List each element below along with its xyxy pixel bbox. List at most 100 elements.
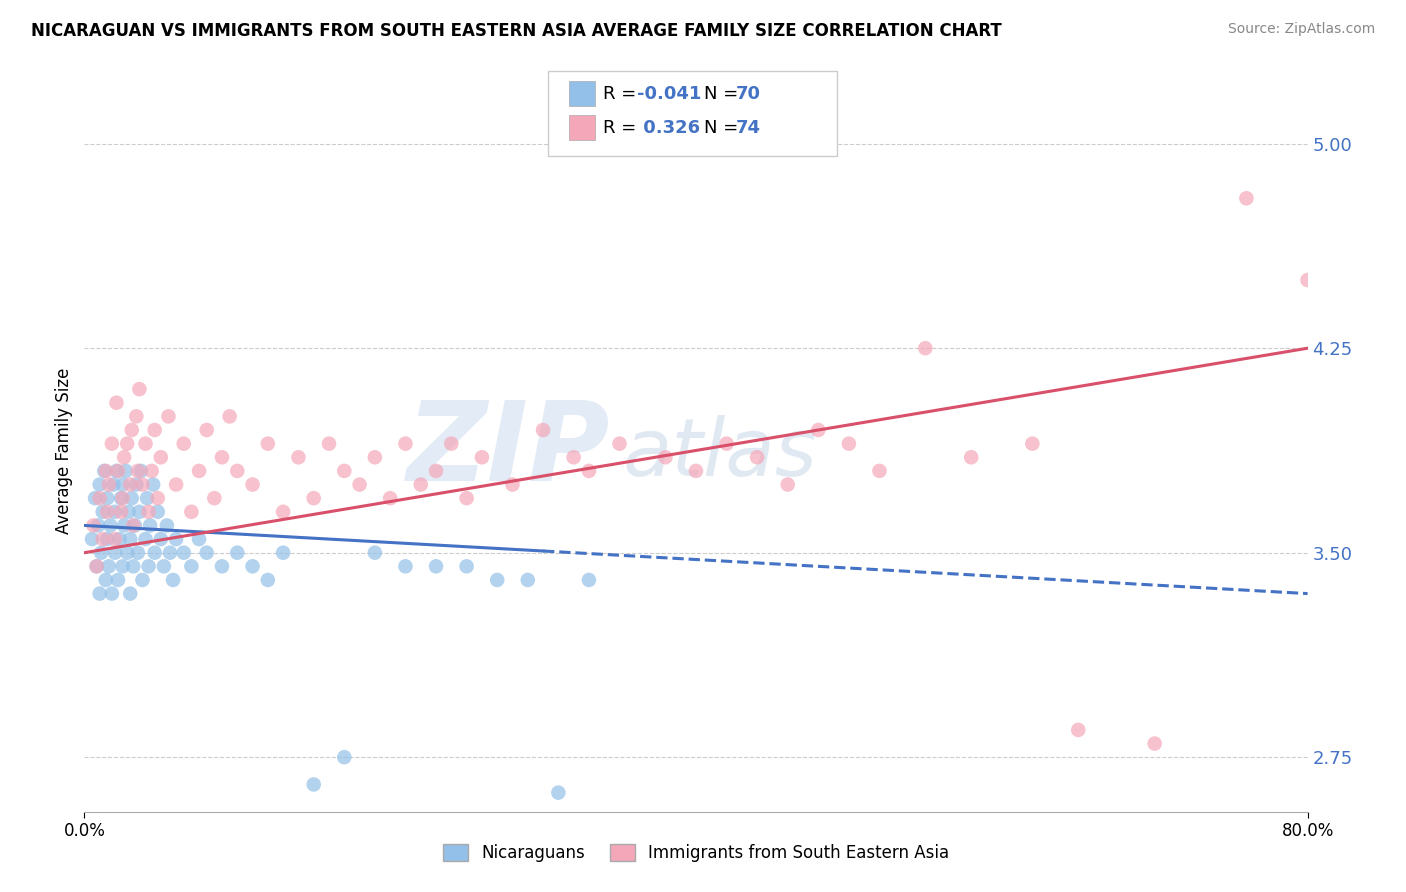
Point (91, 532, 114, 546)
Point (127, 464, 149, 478)
Point (120, 477, 142, 491)
Point (456, 559, 478, 574)
Text: Source: ZipAtlas.com: Source: ZipAtlas.com (1227, 22, 1375, 37)
Point (107, 573, 129, 587)
Point (89, 477, 111, 491)
Point (547, 786, 569, 800)
Text: N =: N = (704, 85, 744, 103)
Point (173, 546, 195, 560)
Point (141, 464, 163, 478)
Point (159, 546, 181, 560)
Point (456, 491, 478, 505)
Point (135, 532, 157, 546)
Point (94, 573, 117, 587)
Point (136, 491, 159, 505)
Point (516, 573, 538, 587)
Point (131, 573, 153, 587)
Point (188, 464, 211, 478)
Point (94, 464, 117, 478)
Point (86, 559, 108, 574)
Point (1021, 436, 1043, 450)
Point (104, 532, 127, 546)
Point (960, 450, 983, 465)
Point (89, 491, 111, 505)
Point (115, 546, 138, 560)
Point (118, 505, 141, 519)
Point (120, 586, 142, 600)
Point (257, 436, 280, 450)
Point (115, 436, 138, 450)
Point (128, 505, 150, 519)
Point (165, 477, 187, 491)
Point (173, 436, 195, 450)
Point (90, 546, 112, 560)
Point (96, 491, 118, 505)
Point (716, 436, 738, 450)
Point (86, 559, 108, 574)
Point (139, 518, 162, 533)
Point (110, 505, 132, 519)
Point (394, 436, 416, 450)
Point (226, 546, 249, 560)
Point (122, 559, 145, 574)
Text: atlas: atlas (623, 415, 817, 493)
Point (111, 477, 134, 491)
Point (271, 546, 294, 560)
Point (914, 341, 936, 355)
Point (157, 409, 180, 424)
Point (93, 464, 115, 478)
Point (211, 559, 233, 574)
Point (165, 532, 187, 546)
Point (87, 518, 110, 533)
Point (124, 518, 146, 533)
Point (242, 559, 264, 574)
Text: R =: R = (603, 85, 643, 103)
Point (776, 477, 799, 491)
Point (440, 436, 463, 450)
Point (108, 532, 131, 546)
Point (146, 491, 169, 505)
Point (162, 573, 184, 587)
Point (110, 491, 132, 505)
Point (654, 450, 676, 465)
Point (211, 450, 233, 465)
Point (609, 436, 631, 450)
Point (131, 477, 153, 491)
Text: 0.326: 0.326 (637, 119, 700, 136)
Point (486, 573, 509, 587)
Point (83, 518, 105, 533)
Legend: Nicaraguans, Immigrants from South Eastern Asia: Nicaraguans, Immigrants from South Easte… (436, 837, 956, 869)
Point (80, 532, 103, 546)
Point (135, 436, 157, 450)
Text: R =: R = (603, 119, 643, 136)
Point (120, 532, 142, 546)
Point (578, 573, 600, 587)
Point (146, 505, 169, 519)
Point (101, 436, 124, 450)
Point (103, 477, 125, 491)
Point (562, 450, 585, 465)
Text: NICARAGUAN VS IMMIGRANTS FROM SOUTH EASTERN ASIA AVERAGE FAMILY SIZE CORRELATION: NICARAGUAN VS IMMIGRANTS FROM SOUTH EAST… (31, 22, 1001, 40)
Point (156, 518, 179, 533)
Point (318, 436, 340, 450)
Point (180, 505, 202, 519)
Text: 70: 70 (735, 85, 761, 103)
Point (425, 464, 447, 478)
Point (333, 750, 356, 764)
Point (188, 532, 211, 546)
Point (349, 477, 371, 491)
Point (1143, 737, 1166, 751)
Point (104, 546, 127, 560)
Point (105, 464, 128, 478)
Point (409, 477, 432, 491)
Point (128, 382, 150, 396)
Point (271, 505, 294, 519)
Text: -0.041: -0.041 (637, 85, 702, 103)
Point (257, 573, 280, 587)
Y-axis label: Average Family Size: Average Family Size (55, 368, 73, 533)
Point (105, 396, 128, 410)
Point (218, 409, 240, 424)
Point (143, 546, 166, 560)
Point (91, 505, 114, 519)
Point (333, 464, 356, 478)
